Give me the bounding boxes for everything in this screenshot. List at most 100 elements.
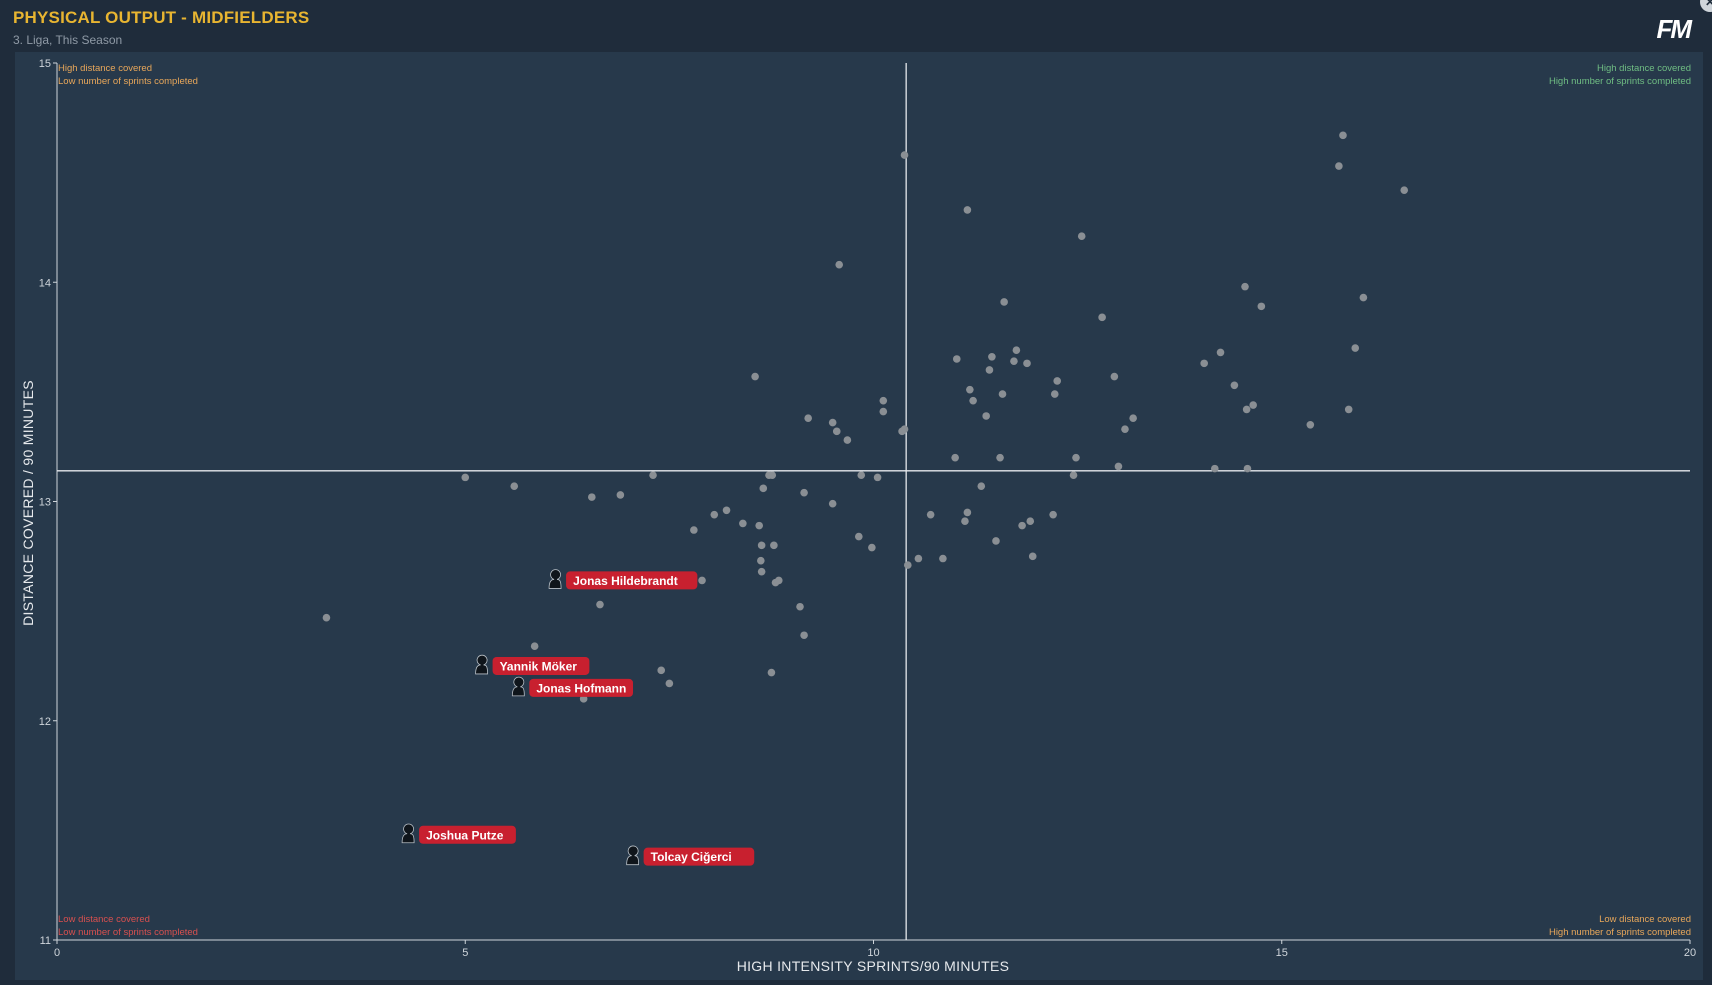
data-point[interactable] — [879, 396, 888, 405]
data-point[interactable] — [510, 482, 519, 490]
data-point[interactable] — [800, 488, 808, 497]
data-point[interactable] — [1110, 372, 1119, 381]
data-point[interactable] — [1050, 390, 1059, 398]
data-point[interactable] — [657, 666, 666, 675]
data-point[interactable] — [759, 484, 768, 493]
data-point[interactable] — [835, 260, 844, 269]
data-point[interactable] — [832, 427, 841, 436]
data-point[interactable] — [698, 576, 706, 585]
data-point[interactable] — [843, 436, 852, 444]
data-point[interactable] — [1243, 464, 1252, 473]
data-point[interactable] — [757, 541, 766, 550]
data-point[interactable] — [1230, 381, 1239, 390]
data-point[interactable] — [588, 493, 596, 501]
data-point[interactable] — [988, 352, 996, 361]
data-point[interactable] — [690, 526, 698, 534]
data-point[interactable] — [1306, 420, 1315, 429]
data-point[interactable] — [963, 508, 972, 517]
data-point[interactable] — [800, 631, 808, 640]
data-point[interactable] — [998, 390, 1007, 398]
data-point[interactable] — [322, 613, 331, 622]
data-point[interactable] — [1242, 405, 1251, 414]
data-point[interactable] — [770, 541, 778, 550]
data-point[interactable] — [530, 642, 539, 651]
highlighted-player[interactable]: Jonas Hildebrandt — [548, 569, 698, 590]
data-point[interactable] — [710, 510, 719, 519]
data-point[interactable] — [461, 473, 470, 482]
data-point[interactable] — [879, 407, 888, 416]
data-point[interactable] — [1049, 510, 1057, 519]
data-point[interactable] — [828, 499, 837, 508]
data-point[interactable] — [1200, 359, 1208, 368]
data-point[interactable] — [665, 679, 674, 688]
data-point[interactable] — [755, 521, 763, 530]
data-point[interactable] — [751, 372, 759, 381]
data-point[interactable] — [1335, 162, 1343, 170]
data-point[interactable] — [985, 366, 994, 374]
data-point[interactable] — [1129, 414, 1137, 422]
data-point[interactable] — [1359, 293, 1368, 302]
data-point[interactable] — [1077, 232, 1086, 241]
data-point[interactable] — [1344, 405, 1353, 414]
data-point[interactable] — [1026, 517, 1035, 526]
data-point[interactable] — [1241, 282, 1249, 291]
data-point[interactable] — [1053, 377, 1062, 385]
data-point[interactable] — [977, 482, 986, 490]
data-point[interactable] — [757, 556, 765, 565]
data-point[interactable] — [1098, 313, 1106, 322]
data-point[interactable] — [1249, 401, 1257, 409]
data-point[interactable] — [903, 561, 912, 569]
data-point[interactable] — [774, 576, 783, 585]
data-point[interactable] — [579, 695, 588, 703]
data-point[interactable] — [804, 414, 812, 422]
data-point[interactable] — [1028, 552, 1037, 561]
data-point[interactable] — [963, 206, 972, 214]
data-point[interactable] — [1072, 453, 1080, 462]
close-icon[interactable]: ✕ — [1700, 0, 1712, 12]
data-point[interactable] — [1351, 344, 1360, 352]
data-point[interactable] — [616, 491, 625, 499]
data-point[interactable] — [952, 355, 961, 363]
data-point[interactable] — [796, 602, 804, 611]
data-point[interactable] — [1000, 298, 1008, 306]
data-point[interactable] — [1018, 521, 1026, 530]
data-point[interactable] — [1400, 186, 1409, 194]
highlighted-player[interactable]: Jonas Hofmann — [511, 676, 634, 697]
data-point[interactable] — [649, 471, 657, 479]
data-point[interactable] — [868, 543, 876, 552]
data-point[interactable] — [951, 453, 959, 462]
data-point[interactable] — [1023, 359, 1031, 368]
data-point[interactable] — [982, 412, 990, 420]
data-point[interactable] — [1339, 131, 1347, 140]
data-point[interactable] — [914, 554, 923, 563]
data-point[interactable] — [873, 473, 882, 482]
data-point[interactable] — [969, 396, 977, 405]
data-point[interactable] — [900, 425, 909, 433]
data-point[interactable] — [992, 537, 1000, 545]
highlighted-player[interactable]: Tolcay Ciğerci — [626, 845, 755, 866]
data-point[interactable] — [1216, 348, 1225, 357]
data-point[interactable] — [757, 567, 766, 576]
data-point[interactable] — [1257, 302, 1266, 311]
data-point[interactable] — [926, 510, 935, 519]
data-point[interactable] — [1010, 357, 1018, 365]
data-point[interactable] — [767, 668, 776, 677]
data-point[interactable] — [1069, 471, 1078, 479]
data-point[interactable] — [1121, 425, 1129, 433]
data-point[interactable] — [1114, 462, 1123, 471]
highlighted-player[interactable]: Yannik Möker — [475, 654, 590, 675]
data-point[interactable] — [596, 600, 604, 609]
highlighted-player[interactable]: Joshua Putze — [401, 823, 516, 844]
data-point[interactable] — [828, 418, 837, 427]
data-point[interactable] — [1210, 464, 1219, 473]
data-point[interactable] — [961, 517, 969, 526]
data-point[interactable] — [768, 471, 777, 479]
data-point[interactable] — [855, 532, 863, 541]
data-point[interactable] — [739, 519, 747, 528]
data-point[interactable] — [996, 453, 1004, 462]
data-point[interactable] — [722, 506, 731, 515]
data-point[interactable] — [1012, 346, 1021, 355]
data-point[interactable] — [900, 151, 909, 159]
data-point[interactable] — [857, 471, 866, 479]
data-point[interactable] — [966, 385, 974, 394]
